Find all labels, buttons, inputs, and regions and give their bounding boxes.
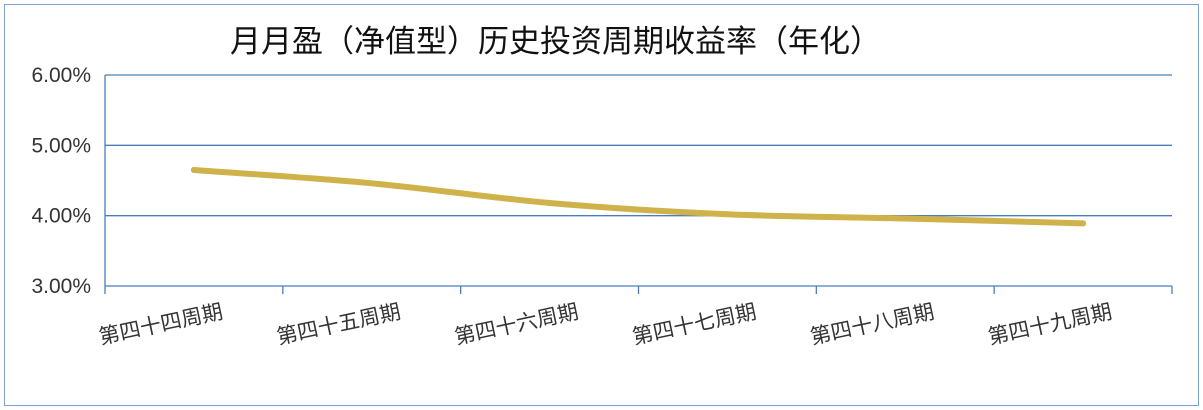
chart-title: 月月盈（净值型）历史投资周期收益率（年化） <box>230 24 881 60</box>
data-point <box>368 180 375 187</box>
y-tick-label: 4.00% <box>31 205 91 228</box>
series <box>190 166 1087 227</box>
axes <box>104 75 1173 294</box>
y-tick-label: 3.00% <box>31 275 91 298</box>
y-tick-label: 6.00% <box>31 64 91 87</box>
x-tick-label: 第四十五周期 <box>275 299 403 349</box>
data-point <box>190 166 197 173</box>
data-point <box>546 200 553 207</box>
x-tick-label: 第四十四周期 <box>97 299 225 349</box>
x-tick-label: 第四十七周期 <box>630 299 758 349</box>
series-line <box>190 166 1087 227</box>
data-point <box>902 215 909 222</box>
gridlines <box>105 74 1172 217</box>
x-tick-label: 第四十六周期 <box>452 299 580 349</box>
y-tick-labels: 3.00% 4.00% 5.00% 6.00% <box>31 64 91 298</box>
x-tick-labels: 第四十四周期 第四十五周期 第四十六周期 第四十七周期 第四十八周期 第四十九周期 <box>97 299 1114 349</box>
x-tick-label: 第四十九周期 <box>986 299 1114 349</box>
data-point <box>1080 220 1087 227</box>
data-point <box>724 211 731 218</box>
y-tick-label: 5.00% <box>31 134 91 157</box>
x-tick-label: 第四十八周期 <box>808 299 936 349</box>
